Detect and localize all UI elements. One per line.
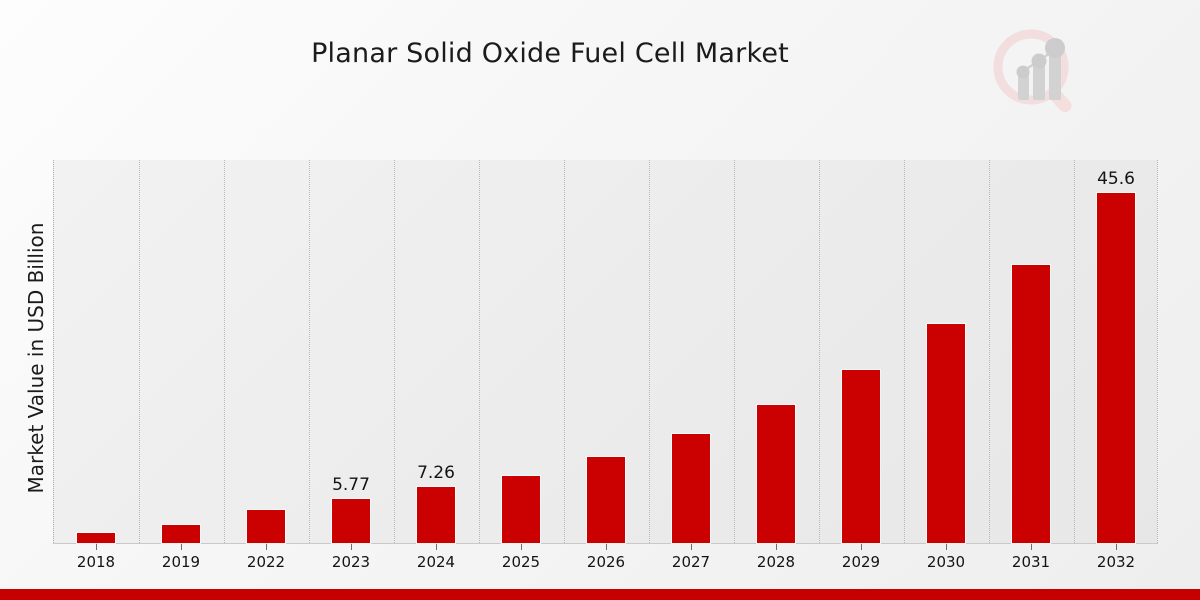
x-axis-line bbox=[53, 543, 1158, 544]
tick-mark-2024 bbox=[436, 543, 437, 550]
y-axis-label: Market Value in USD Billion bbox=[24, 222, 48, 494]
tick-mark-2030 bbox=[946, 543, 947, 550]
gridline bbox=[1074, 160, 1075, 543]
gridline bbox=[479, 160, 480, 543]
x-tick-label-2030: 2030 bbox=[926, 553, 966, 571]
bar-2024[interactable] bbox=[417, 487, 455, 543]
x-tick-label-2029: 2029 bbox=[841, 553, 881, 571]
magnifier-bar-chart-logo-icon bbox=[982, 22, 1086, 126]
tick-mark-2027 bbox=[691, 543, 692, 550]
tick-mark-2029 bbox=[861, 543, 862, 550]
gridline bbox=[989, 160, 990, 543]
bar-value-label-2024: 7.26 bbox=[417, 463, 455, 483]
bar-2027[interactable] bbox=[672, 434, 710, 543]
x-tick-label-2022: 2022 bbox=[246, 553, 286, 571]
bar-value-label-2023: 5.77 bbox=[332, 475, 370, 495]
bar-2019[interactable] bbox=[162, 525, 200, 543]
bar-2022[interactable] bbox=[247, 510, 285, 543]
tick-mark-2019 bbox=[181, 543, 182, 550]
tick-mark-2018 bbox=[96, 543, 97, 550]
bar-2028[interactable] bbox=[757, 405, 795, 543]
bar-2029[interactable] bbox=[842, 370, 880, 543]
bar-2032[interactable] bbox=[1097, 193, 1135, 543]
tick-mark-2022 bbox=[266, 543, 267, 550]
gridline bbox=[224, 160, 225, 543]
x-tick-label-2018: 2018 bbox=[76, 553, 116, 571]
gridline bbox=[904, 160, 905, 543]
gridline bbox=[734, 160, 735, 543]
tick-mark-2031 bbox=[1031, 543, 1032, 550]
x-tick-label-2026: 2026 bbox=[586, 553, 626, 571]
x-tick-label-2031: 2031 bbox=[1011, 553, 1051, 571]
tick-mark-2023 bbox=[351, 543, 352, 550]
page-title: Planar Solid Oxide Fuel Cell Market bbox=[311, 38, 789, 69]
gridline bbox=[819, 160, 820, 543]
x-tick-label-2019: 2019 bbox=[161, 553, 201, 571]
x-tick-label-2032: 2032 bbox=[1096, 553, 1136, 571]
gridline bbox=[649, 160, 650, 543]
x-tick-label-2027: 2027 bbox=[671, 553, 711, 571]
bar-2031[interactable] bbox=[1012, 265, 1050, 543]
bar-2025[interactable] bbox=[502, 476, 540, 543]
x-tick-label-2028: 2028 bbox=[756, 553, 796, 571]
tick-mark-2026 bbox=[606, 543, 607, 550]
bar-2030[interactable] bbox=[927, 324, 965, 543]
tick-mark-2025 bbox=[521, 543, 522, 550]
gridline bbox=[394, 160, 395, 543]
gridline bbox=[139, 160, 140, 543]
bar-2026[interactable] bbox=[587, 457, 625, 543]
x-tick-label-2023: 2023 bbox=[331, 553, 371, 571]
footer-accent-bar bbox=[0, 589, 1200, 600]
x-tick-label-2024: 2024 bbox=[416, 553, 456, 571]
gridline bbox=[564, 160, 565, 543]
bar-2023[interactable] bbox=[332, 499, 370, 543]
x-tick-label-2025: 2025 bbox=[501, 553, 541, 571]
gridline bbox=[309, 160, 310, 543]
bar-2018[interactable] bbox=[77, 533, 115, 543]
tick-mark-2032 bbox=[1116, 543, 1117, 550]
bar-value-label-2032: 45.6 bbox=[1097, 169, 1135, 189]
tick-mark-2028 bbox=[776, 543, 777, 550]
